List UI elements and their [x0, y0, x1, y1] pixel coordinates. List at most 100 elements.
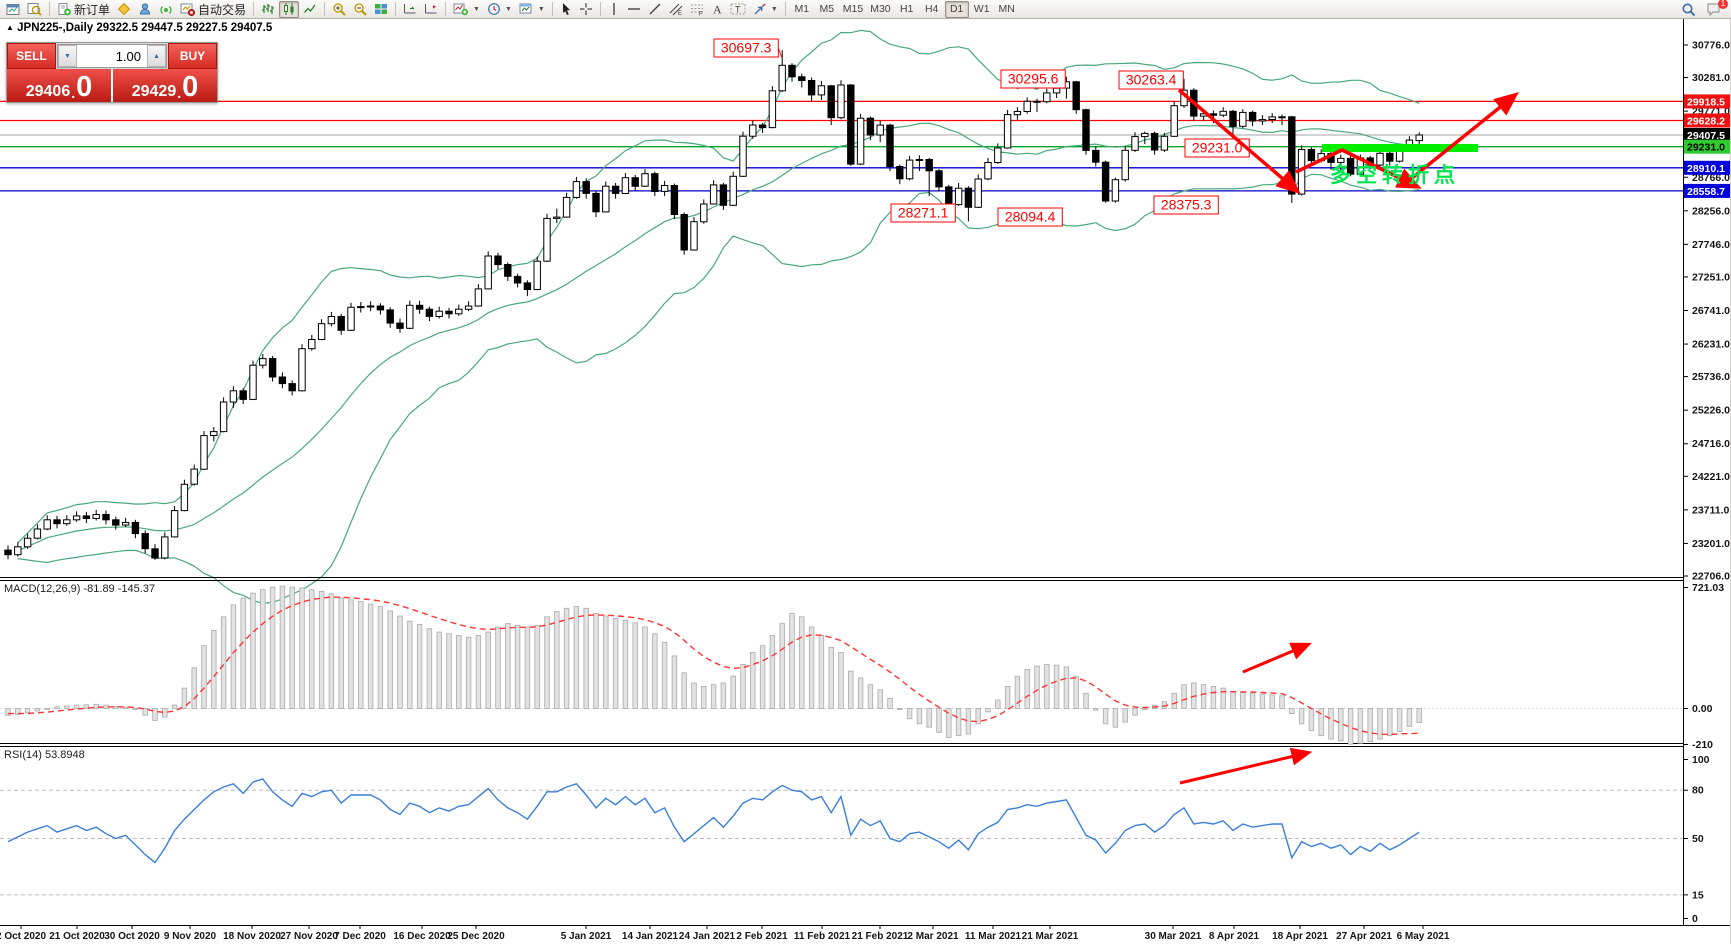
tf-MN[interactable]: MN: [998, 3, 1015, 15]
autotrading-button[interactable]: 自动交易: [177, 1, 249, 18]
tf-M30[interactable]: M30: [870, 3, 891, 15]
tile-windows-button[interactable]: [371, 1, 391, 18]
zoom-out-button[interactable]: [350, 1, 370, 18]
macd-histogram-bar: [563, 607, 570, 709]
candle-body: [1307, 149, 1316, 162]
periods-button[interactable]: ▼: [484, 1, 515, 18]
macd-histogram-bar: [828, 647, 834, 709]
macd-histogram-bar: [456, 635, 462, 709]
macd-histogram-bar: [436, 631, 442, 709]
zoom-out-icon: [354, 3, 367, 16]
trend-arrow: [1295, 148, 1422, 189]
candle-body: [1111, 179, 1120, 202]
equidistant-channel-button[interactable]: E: [666, 1, 686, 18]
bar-chart-button[interactable]: [258, 1, 278, 18]
candle-body: [337, 316, 345, 331]
auto-scroll-icon: [404, 4, 416, 14]
macd-histogram-bar: [1171, 692, 1177, 709]
line-chart-button[interactable]: [300, 1, 320, 18]
fibonacci-button[interactable]: F: [687, 1, 707, 18]
candle-body: [1219, 110, 1227, 116]
metaeditor-button[interactable]: [114, 1, 134, 18]
sell-price[interactable]: 29406 . 0: [7, 69, 111, 102]
templates-button[interactable]: ▼: [516, 1, 548, 18]
toolbar-separator: [599, 2, 601, 16]
macd-histogram-bar: [1073, 675, 1079, 709]
macd-histogram-bar: [955, 708, 962, 737]
rsi-label: RSI(14) 53.8948: [4, 749, 85, 761]
volume-input[interactable]: 1.00: [77, 45, 147, 67]
rsi-axis-label: 100: [1692, 754, 1710, 766]
tf-M15[interactable]: M15: [842, 3, 864, 15]
macd-histogram-bar: [1230, 691, 1236, 709]
svg-text:E: E: [678, 11, 682, 16]
signals-button[interactable]: [156, 1, 176, 18]
indicators-button[interactable]: ▼: [450, 1, 483, 18]
macd-histogram-bar: [514, 624, 521, 709]
cursor-button[interactable]: [557, 1, 575, 18]
horizontal-line-button[interactable]: [624, 1, 644, 18]
candle-body: [915, 159, 924, 161]
text-button[interactable]: A: [708, 1, 726, 18]
vertical-line-button[interactable]: [605, 1, 623, 18]
macd-histogram-bar: [113, 706, 119, 709]
chart-shift-button[interactable]: [421, 1, 441, 18]
macd-histogram-bar: [612, 618, 619, 709]
macd-histogram-bar: [867, 684, 874, 709]
auto-scroll-button[interactable]: [400, 1, 420, 18]
date-label: 9 Nov 2020: [164, 931, 217, 942]
macd-histogram-bar: [132, 708, 139, 710]
macd-histogram-bar: [338, 597, 344, 709]
volume-increase-button[interactable]: ▲: [147, 45, 166, 67]
date-label: 30 Oct 2020: [104, 931, 160, 942]
sell-price-main: 29406: [25, 83, 71, 100]
trend-arrow: [1177, 88, 1301, 195]
candle-body: [984, 162, 992, 180]
notifications-button[interactable]: 1: [1703, 0, 1728, 18]
zoom-in-button[interactable]: [329, 1, 349, 18]
text-icon: A: [713, 3, 722, 17]
tf-W1[interactable]: W1: [973, 3, 990, 15]
candle-body: [651, 173, 659, 192]
macd-histogram-bar: [83, 704, 90, 709]
candlestick-chart-button[interactable]: [279, 0, 300, 18]
trendline-button[interactable]: [645, 1, 665, 18]
toolbox-button[interactable]: [135, 1, 155, 18]
rsi-value: 53.8948: [44, 749, 85, 761]
arrows-button[interactable]: ▼: [750, 1, 781, 18]
candle-body: [602, 185, 610, 213]
sell-button[interactable]: SELL: [7, 43, 56, 69]
macd-histogram-bar: [485, 631, 491, 709]
crosshair-button[interactable]: [576, 1, 596, 18]
date-label: 18 Apr 2021: [1272, 931, 1328, 942]
candle-body: [259, 358, 267, 366]
tf-H4[interactable]: H4: [924, 3, 939, 15]
new-order-button[interactable]: 新订单: [54, 1, 113, 18]
profiles-button[interactable]: [24, 1, 45, 18]
annotation-connector: [777, 47, 783, 59]
text-label-button[interactable]: T: [727, 1, 749, 18]
tf-H1[interactable]: H1: [899, 3, 914, 15]
tf-D1[interactable]: D1: [944, 0, 969, 18]
search-button[interactable]: [1678, 1, 1699, 18]
volume-decrease-button[interactable]: ▼: [58, 45, 77, 67]
date-label: 27 Apr 2021: [1336, 931, 1392, 942]
horizontal-line-icon: [627, 8, 640, 10]
macd-histogram-bar: [848, 670, 854, 709]
candle-body: [513, 275, 522, 284]
new-order-icon: [58, 3, 71, 16]
buy-price[interactable]: 29429 . 0: [113, 69, 217, 102]
buy-button[interactable]: BUY: [168, 43, 217, 69]
macd-histogram-bar: [710, 684, 717, 709]
candle-body: [1150, 132, 1159, 151]
tf-M5[interactable]: M5: [819, 3, 835, 15]
candle-body: [621, 177, 630, 194]
new-chart-button[interactable]: [3, 1, 23, 18]
macd-histogram-bar: [495, 626, 501, 709]
tf-M1[interactable]: M1: [794, 3, 810, 15]
rsi-name: RSI(14): [4, 749, 42, 761]
dropdown-caret: ▼: [770, 5, 778, 13]
macd-histogram-bar: [720, 682, 727, 709]
candle-body: [778, 64, 786, 92]
